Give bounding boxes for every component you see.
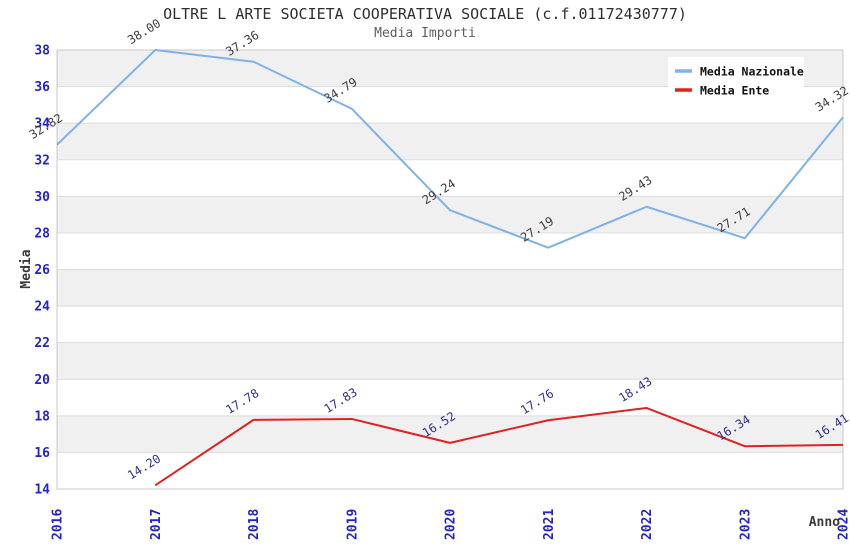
y-tick-label: 24 [34,300,50,315]
y-tick-label: 34 [34,117,50,132]
y-tick-label: 16 [34,446,50,461]
x-axis-title: Anno [809,515,840,530]
data-point-label: 34.32 [813,83,850,114]
x-tick-label: 2016 [51,509,66,540]
y-tick-label: 20 [34,373,50,388]
plot-band [57,123,843,160]
plot-band [57,269,843,307]
data-point-label: 17.78 [223,386,261,417]
chart-title: OLTRE L ARTE SOCIETA COOPERATIVA SOCIALE… [163,5,687,23]
x-tick-label: 2020 [444,509,459,540]
y-tick-label: 18 [34,409,50,424]
y-tick-label: 28 [34,226,50,241]
data-point-label: 14.20 [125,451,163,482]
y-tick-label: 26 [34,263,50,278]
x-tick-label: 2024 [837,509,850,540]
plot-border [56,49,844,490]
legend-box [668,57,804,102]
x-tick-label: 2023 [738,509,753,540]
y-tick-label: 38 [34,44,50,59]
x-tick-label: 2021 [542,509,557,540]
x-tick-label: 2017 [149,509,164,540]
x-tick-label: 2019 [345,509,360,540]
series-line-media-nazionale [56,49,844,249]
x-tick-label: 2018 [247,509,262,540]
data-point-label: 17.76 [518,386,556,417]
y-tick-label: 36 [34,80,50,95]
y-axis-title: Media [19,249,34,288]
legend-label: Media Nazionale [700,65,804,79]
y-tick-label: 22 [34,336,50,351]
legend-item-media-nazionale: Media Nazionale [675,65,804,79]
legend-item-media-ente: Media Ente [675,84,769,98]
chart-subtitle: Media Importi [374,26,476,41]
plot-band [57,342,843,380]
x-tick-label: 2022 [640,509,655,540]
y-tick-label: 32 [34,153,50,168]
legend-label: Media Ente [700,84,769,98]
data-point-label: 17.83 [322,385,360,416]
y-tick-label: 30 [34,190,50,205]
series-line-media-ente [154,406,844,487]
y-tick-label: 14 [34,483,50,498]
